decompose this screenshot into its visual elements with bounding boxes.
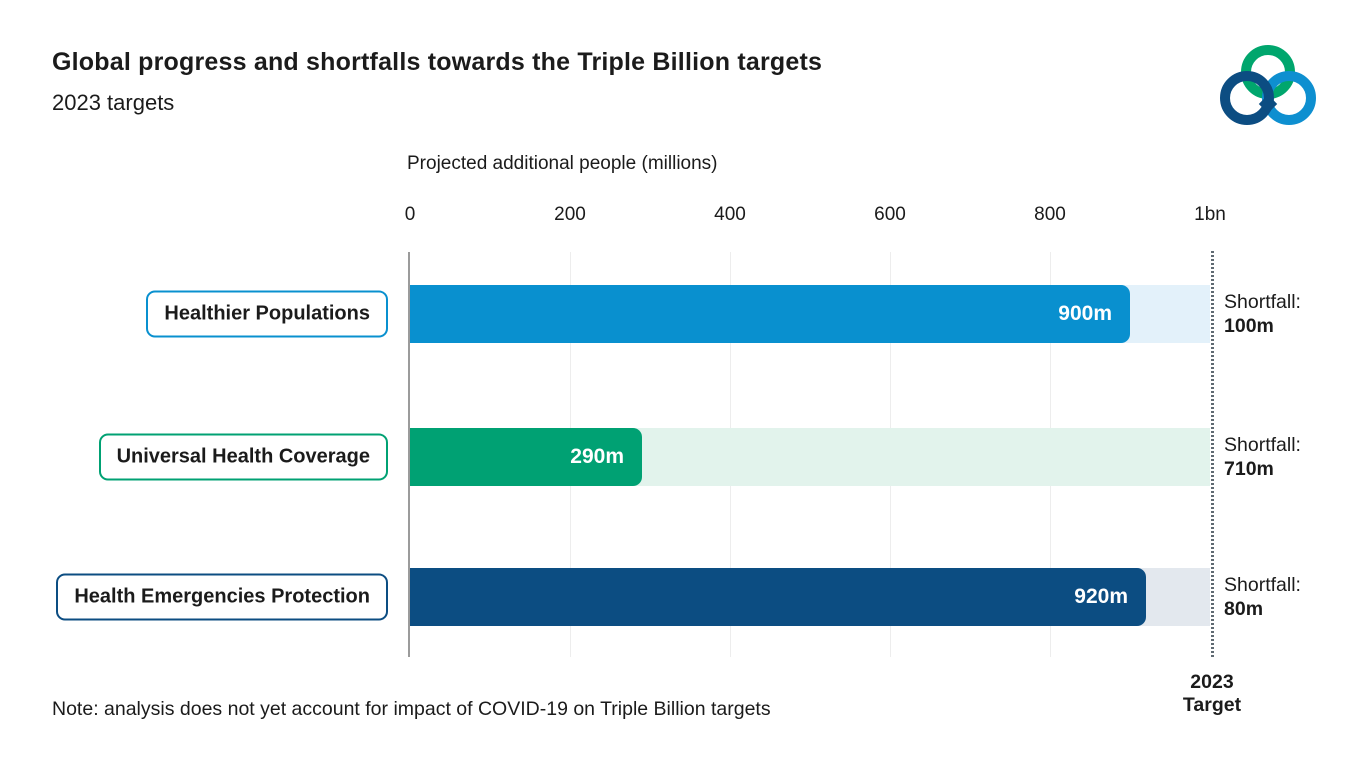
target-axis-label: 2023 Target [1183, 671, 1241, 718]
y-axis-line [408, 252, 410, 657]
x-tick-label: 600 [874, 204, 906, 225]
x-tick-label: 400 [714, 204, 746, 225]
shortfall-label: Shortfall: 100m [1224, 290, 1301, 338]
bar-value-label: 290m [570, 445, 624, 468]
shortfall-prefix: Shortfall: [1224, 573, 1301, 596]
category-label: Healthier Populations [146, 290, 388, 338]
shortfall-label: Shortfall: 80m [1224, 573, 1301, 621]
bar: 900m [410, 285, 1130, 343]
x-tick-label: 200 [554, 204, 586, 225]
bar: 920m [410, 568, 1146, 626]
target-axis-label-line1: 2023 [1190, 671, 1234, 693]
triple-billion-logo [1220, 45, 1316, 125]
logo-center-diamond [1258, 94, 1278, 114]
x-tick-label: 800 [1034, 204, 1066, 225]
x-tick-label: 0 [404, 204, 416, 225]
shortfall-prefix: Shortfall: [1224, 290, 1301, 313]
shortfall-label: Shortfall: 710m [1224, 433, 1301, 481]
shortfall-prefix: Shortfall: [1224, 433, 1301, 456]
bar-value-label: 900m [1058, 302, 1112, 325]
shortfall-value: 100m [1224, 315, 1274, 337]
category-label: Universal Health Coverage [98, 433, 388, 481]
bar: 290m [410, 428, 642, 486]
target-line [1211, 251, 1214, 657]
shortfall-value: 80m [1224, 598, 1264, 620]
bar-value-label: 920m [1074, 585, 1128, 608]
note: Note: analysis does not yet account for … [52, 698, 771, 720]
axis-title: Projected additional people (millions) [407, 153, 718, 174]
chart-subtitle: 2023 targets [52, 90, 175, 115]
shortfall-value: 710m [1224, 458, 1274, 480]
category-label: Health Emergencies Protection [56, 573, 388, 621]
chart-title: Global progress and shortfalls towards t… [52, 48, 823, 76]
x-tick-label: 1bn [1194, 204, 1226, 225]
target-axis-label-line2: Target [1182, 694, 1242, 717]
